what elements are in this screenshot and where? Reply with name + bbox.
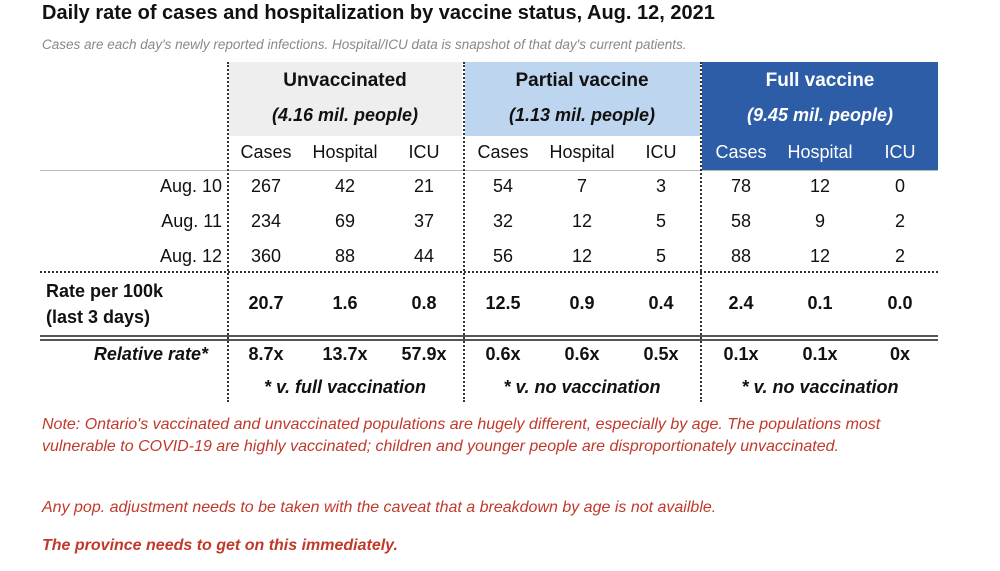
cell: 0.1x: [802, 344, 838, 364]
group-name: Full vaccine: [765, 70, 875, 91]
row-label: Relative rate*: [93, 344, 208, 364]
cell: 0.1x: [723, 344, 759, 364]
cell: 88: [730, 246, 752, 266]
cell: 0.1: [807, 293, 833, 313]
group-population: (1.13 mil. people): [508, 105, 656, 125]
cell: 0.9: [569, 293, 595, 313]
cell: 32: [492, 211, 514, 231]
cell: 0.0: [887, 293, 913, 313]
subtitle: Cases are each day's newly reported infe…: [42, 37, 687, 52]
cell: 56: [492, 246, 514, 266]
cell: 1.6: [332, 293, 358, 313]
row-label: Aug. 12: [159, 246, 222, 266]
cell: 21: [413, 176, 435, 196]
column-header: Cases: [715, 142, 767, 162]
header-bg: [702, 62, 938, 170]
cell: 8.7x: [248, 344, 284, 364]
group-name: Unvaccinated: [283, 70, 407, 91]
cell: 5: [655, 246, 667, 266]
note: Any pop. adjustment needs to be taken wi…: [42, 499, 717, 516]
cell: 360: [250, 246, 282, 266]
cell: 12.5: [485, 293, 521, 313]
cell: 57.9x: [401, 344, 447, 364]
cell: 37: [413, 211, 435, 231]
cell: 20.7: [248, 293, 284, 313]
separator: [227, 62, 229, 402]
cell: 0.5x: [643, 344, 679, 364]
cell: 0x: [889, 344, 911, 364]
cell: 9: [814, 211, 826, 231]
cell: 12: [571, 246, 593, 266]
cell: 0.4: [648, 293, 674, 313]
cell: 58: [730, 211, 752, 231]
footnote: * v. full vaccination: [263, 377, 427, 397]
note: The province needs to get on this immedi…: [42, 537, 398, 554]
column-header: Hospital: [549, 142, 615, 162]
row-label: Rate per 100k: [46, 281, 164, 301]
column-header: Cases: [477, 142, 529, 162]
cell: 0: [894, 176, 906, 196]
cell: 78: [730, 176, 752, 196]
note: Note: Ontario's vaccinated and unvaccina…: [42, 416, 881, 455]
cell: 267: [250, 176, 282, 196]
footnote: * v. no vaccination: [741, 377, 899, 397]
cell: 42: [334, 176, 356, 196]
rule: [40, 170, 938, 171]
header-bg: [229, 62, 462, 136]
column-header: ICU: [884, 142, 916, 162]
footnote: * v. no vaccination: [503, 377, 661, 397]
cell: 12: [809, 246, 831, 266]
column-header: Cases: [240, 142, 292, 162]
cell: 12: [571, 211, 593, 231]
cell: 5: [655, 211, 667, 231]
cell: 12: [809, 176, 831, 196]
cell: 69: [334, 211, 356, 231]
row-label: Aug. 10: [159, 176, 222, 196]
cell: 7: [576, 176, 588, 196]
cell: 3: [655, 176, 667, 196]
column-header: ICU: [408, 142, 440, 162]
cell: 234: [250, 211, 282, 231]
group-population: (4.16 mil. people): [271, 105, 419, 125]
cell: 44: [413, 246, 435, 266]
separator: [700, 62, 702, 402]
column-header: Hospital: [312, 142, 378, 162]
cell: 0.6x: [564, 344, 600, 364]
rule: [40, 339, 938, 341]
header-bg: [465, 62, 700, 136]
column-header: Hospital: [787, 142, 853, 162]
row-label: Aug. 11: [161, 211, 222, 231]
separator: [463, 62, 465, 402]
cell: 54: [492, 176, 514, 196]
group-name: Partial vaccine: [515, 70, 649, 91]
rule: [40, 271, 938, 273]
cell: 88: [334, 246, 356, 266]
cell: 2: [894, 246, 906, 266]
cell: 2: [894, 211, 906, 231]
column-header: ICU: [645, 142, 677, 162]
title: Daily rate of cases and hospitalization …: [42, 2, 715, 24]
group-population: (9.45 mil. people): [746, 105, 894, 125]
cell: 0.8: [411, 293, 437, 313]
row-label: (last 3 days): [46, 307, 151, 327]
cell: 0.6x: [485, 344, 521, 364]
rule: [40, 335, 938, 337]
cell: 13.7x: [322, 344, 368, 364]
cell: 2.4: [728, 293, 754, 313]
